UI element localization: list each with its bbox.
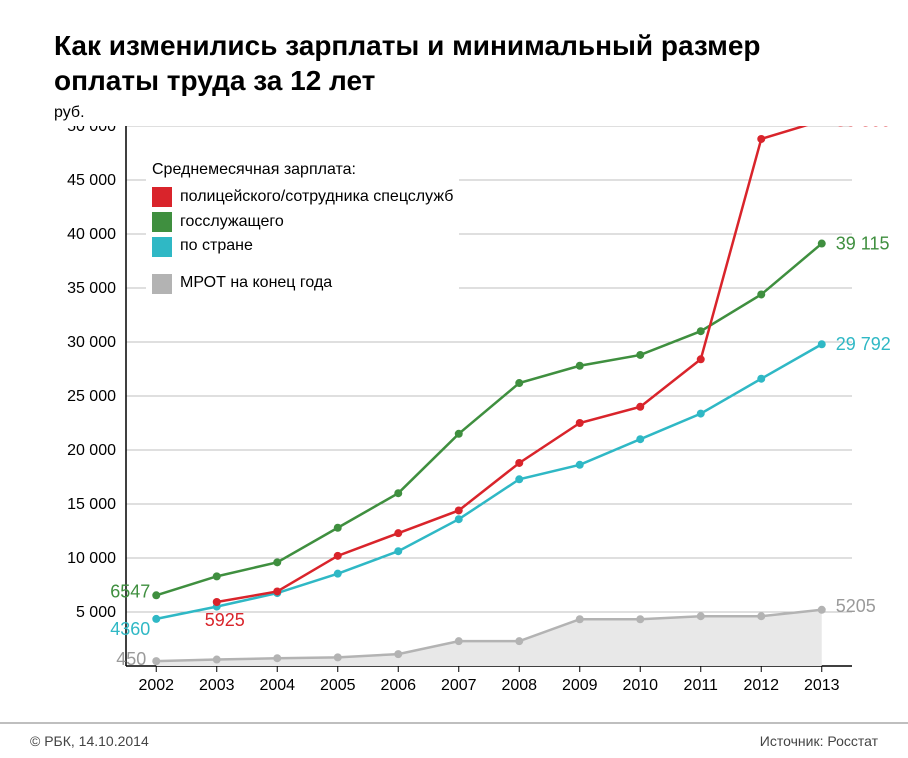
legend-swatch — [152, 187, 172, 207]
country-marker — [757, 375, 765, 383]
chart-container: Как изменились зарплаты и минимальный ра… — [0, 0, 908, 758]
x-tick-label: 2005 — [320, 677, 356, 694]
x-tick-label: 2006 — [380, 677, 416, 694]
gov-marker — [334, 524, 342, 532]
legend-mrot-label: МРОТ на конец года — [180, 271, 332, 296]
mrot-marker — [152, 657, 160, 665]
mrot-marker — [334, 653, 342, 661]
legend-box: Среднемесячная зарплата: полицейского/со… — [146, 156, 459, 298]
mrot-start-label: 450 — [116, 649, 146, 669]
country-marker — [576, 461, 584, 469]
police-marker — [576, 419, 584, 427]
x-tick-label: 2002 — [138, 677, 174, 694]
country-marker — [818, 340, 826, 348]
police-marker — [757, 135, 765, 143]
mrot-marker — [818, 606, 826, 614]
country-start-label: 4360 — [110, 619, 150, 639]
mrot-end-label: 5205 — [836, 596, 876, 616]
chart-footer: © РБК, 14.10.2014 Источник: Росстат — [0, 722, 908, 758]
x-tick-label: 2012 — [743, 677, 779, 694]
x-tick-label: 2011 — [684, 677, 719, 694]
police-marker — [213, 598, 221, 606]
mrot-swatch — [152, 274, 172, 294]
gov-marker — [636, 351, 644, 359]
mrot-marker — [394, 650, 402, 658]
police-end-label: 50 500 — [836, 126, 891, 131]
x-tick-label: 2004 — [259, 677, 295, 694]
x-tick-label: 2010 — [622, 677, 658, 694]
mrot-marker — [757, 612, 765, 620]
legend-item: по стране — [152, 234, 453, 259]
mrot-marker — [455, 637, 463, 645]
y-tick-label: 25 000 — [67, 388, 116, 405]
mrot-marker — [697, 612, 705, 620]
gov-marker — [152, 591, 160, 599]
footer-left: © РБК, 14.10.2014 — [30, 733, 149, 749]
x-tick-label: 2008 — [501, 677, 537, 694]
y-tick-label: 45 000 — [67, 172, 116, 189]
gov-marker — [213, 572, 221, 580]
country-marker — [394, 547, 402, 555]
country-end-label: 29 792 — [836, 334, 891, 354]
legend-swatch — [152, 237, 172, 257]
mrot-marker — [213, 656, 221, 664]
country-marker — [455, 515, 463, 523]
country-marker — [515, 475, 523, 483]
gov-marker — [455, 430, 463, 438]
mrot-marker — [636, 615, 644, 623]
police-marker — [636, 403, 644, 411]
police-marker — [334, 552, 342, 560]
x-tick-label: 2013 — [804, 677, 840, 694]
country-marker — [152, 615, 160, 623]
x-tick-label: 2007 — [441, 677, 477, 694]
y-tick-label: 20 000 — [67, 442, 116, 459]
y-tick-label: 40 000 — [67, 226, 116, 243]
police-marker — [273, 587, 281, 595]
mrot-marker — [576, 615, 584, 623]
police-marker — [394, 529, 402, 537]
legend-swatch — [152, 212, 172, 232]
legend-item: полицейского/сотрудника спецслужб — [152, 185, 453, 210]
police-marker — [697, 355, 705, 363]
chart-title: Как изменились зарплаты и минимальный ра… — [54, 28, 814, 98]
y-tick-label: 10 000 — [67, 550, 116, 567]
y-tick-label: 50 000 — [67, 126, 116, 135]
y-tick-label: 35 000 — [67, 280, 116, 297]
x-tick-label: 2003 — [199, 677, 235, 694]
x-tick-label: 2009 — [562, 677, 598, 694]
legend-mrot: МРОТ на конец года — [152, 271, 453, 296]
legend-item: госслужащего — [152, 210, 453, 235]
country-marker — [636, 435, 644, 443]
y-axis-unit: руб. — [54, 104, 878, 122]
gov-marker — [757, 290, 765, 298]
police-start-label: 5925 — [205, 610, 245, 630]
y-tick-label: 15 000 — [67, 496, 116, 513]
y-tick-label: 30 000 — [67, 334, 116, 351]
legend-label: по стране — [180, 234, 253, 259]
gov-start-label: 6547 — [110, 581, 150, 601]
police-marker — [515, 459, 523, 467]
country-marker — [697, 410, 705, 418]
legend-title: Среднемесячная зарплата: — [152, 158, 453, 183]
mrot-marker — [273, 654, 281, 662]
gov-marker — [818, 240, 826, 248]
gov-end-label: 39 115 — [836, 234, 890, 254]
gov-marker — [697, 327, 705, 335]
country-marker — [334, 570, 342, 578]
gov-marker — [273, 558, 281, 566]
legend-label: полицейского/сотрудника спецслужб — [180, 185, 453, 210]
mrot-marker — [515, 637, 523, 645]
footer-right: Источник: Росстат — [760, 733, 878, 749]
legend-label: госслужащего — [180, 210, 284, 235]
gov-marker — [576, 362, 584, 370]
country-line — [156, 344, 822, 619]
gov-marker — [515, 379, 523, 387]
police-marker — [455, 506, 463, 514]
plot-area: 5 00010 00015 00020 00025 00030 00035 00… — [30, 126, 878, 710]
gov-marker — [394, 489, 402, 497]
